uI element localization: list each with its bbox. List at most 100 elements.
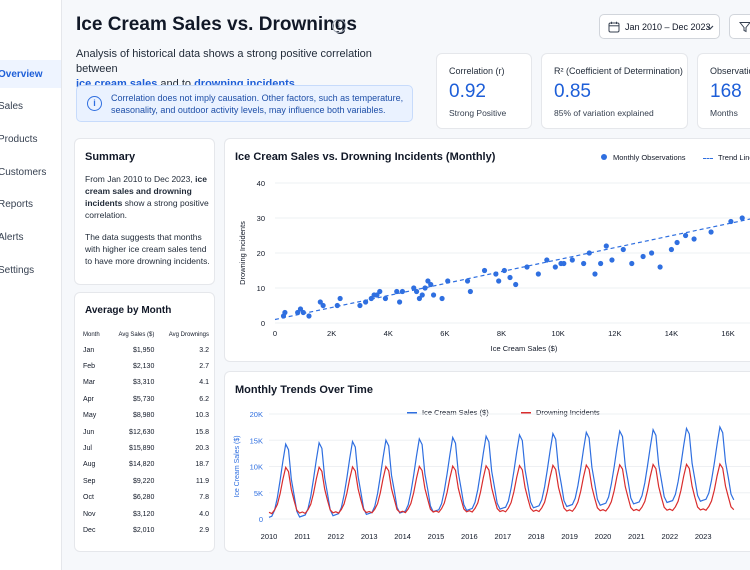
summary-paragraph-2: The data suggests that months with highe…	[85, 232, 210, 266]
scatter-point	[609, 257, 615, 263]
scatter-point	[682, 232, 689, 239]
scatter-point	[569, 257, 575, 263]
month-cell: Jan	[83, 346, 95, 354]
sidebar-item-label: Reports	[0, 198, 34, 210]
stat-label: R² (Coefficient of Determination)	[554, 66, 683, 76]
y-tick-label: 0	[259, 515, 263, 524]
scatter-point	[357, 302, 363, 309]
sidebar-item-reports[interactable]: Reports	[0, 190, 61, 218]
sidebar: Overview Sales Products Customers Report…	[0, 0, 62, 570]
stat-label: Correlation (r)	[449, 66, 505, 76]
sales-series-line	[268, 425, 735, 518]
scatter-chart-card: Ice Cream Sales vs. Drowning Incidents (…	[224, 138, 750, 362]
sidebar-item-label: Products	[0, 133, 38, 145]
x-tick-label: 2021	[628, 532, 645, 541]
scatter-point	[708, 229, 714, 235]
avg-drownings-cell: 2.7	[199, 363, 209, 371]
x-axis-label: Ice Cream Sales ($)	[491, 344, 558, 353]
scatter-point	[439, 295, 445, 302]
scatter-point	[382, 295, 389, 302]
scatter-point	[629, 260, 635, 267]
scatter-point	[467, 288, 473, 295]
avg-drownings-cell: 4.0	[199, 510, 209, 518]
avg-sales-cell: $9,220	[132, 477, 155, 485]
scatter-point	[481, 267, 488, 274]
scatter-point	[399, 288, 406, 295]
scatter-point	[300, 309, 306, 316]
intro-text-before: Analysis of historical data shows a stro…	[76, 48, 372, 75]
avg-sales-cell: $3,120	[132, 510, 155, 518]
x-tick-label: 0	[273, 329, 277, 338]
x-tick-label: 2011	[294, 532, 310, 541]
legend-dot-icon	[601, 154, 607, 160]
sidebar-item-overview[interactable]: Overview	[0, 60, 61, 88]
table-row: Dec $2,010 2.9	[83, 522, 209, 538]
scatter-point	[419, 292, 425, 298]
legend-sales: Ice Cream Sales ($)	[407, 408, 489, 417]
info-icon[interactable]: i	[332, 19, 346, 33]
table-header-row: Month Avg Sales ($) Avg Drownings	[83, 328, 209, 342]
month-cell: Dec	[83, 526, 96, 534]
y-axis-label: Ice Cream Sales ($)	[234, 435, 241, 497]
y-tick-label: 30	[257, 214, 265, 223]
avg-sales-cell: $1,950	[132, 346, 155, 354]
x-tick-label: 16K	[721, 329, 734, 338]
sidebar-item-products[interactable]: Products	[0, 125, 61, 153]
table-row: May $8,980 10.3	[83, 408, 209, 424]
legend-drownings: Drowning Incidents	[521, 408, 600, 417]
scatter-point	[524, 264, 530, 270]
scatter-point	[413, 288, 420, 295]
y-tick-label: 5K	[254, 489, 263, 498]
scatter-point	[581, 260, 587, 267]
scatter-point	[739, 215, 745, 221]
y-tick-label: 20	[257, 249, 265, 258]
sidebar-item-sales[interactable]: Sales	[0, 92, 61, 120]
avg-sales-cell: $12,630	[129, 428, 155, 436]
avg-sales-cell: $5,730	[132, 395, 155, 403]
scatter-point	[501, 267, 507, 274]
y-tick-label: 20K	[250, 410, 263, 419]
stat-value: 0.92	[449, 81, 486, 102]
month-cell: Aug	[83, 461, 96, 469]
stat-card-observations: Observations 168 Months	[697, 53, 750, 129]
filter-button[interactable]	[729, 14, 750, 39]
month-cell: May	[83, 412, 97, 420]
y-tick-label: 40	[257, 179, 265, 188]
sidebar-item-alerts[interactable]: Alerts	[0, 223, 61, 251]
scatter-point	[374, 292, 380, 298]
month-cell: Apr	[83, 395, 94, 403]
chevron-down-icon	[706, 25, 714, 30]
scatter-point	[377, 288, 383, 295]
scatter-point	[668, 246, 675, 253]
trend-chart-card: Monthly Trends Over Time Ice Cream Sales…	[224, 371, 750, 552]
month-cell: Nov	[83, 510, 96, 518]
summary-paragraph-1: From Jan 2010 to Dec 2023, ice cream sal…	[85, 173, 213, 221]
scatter-point	[657, 264, 663, 270]
month-cell: Sep	[83, 477, 96, 485]
date-range-picker[interactable]: Jan 2010 – Dec 2023	[599, 14, 720, 39]
y-axis-label: Drowning Incidents	[238, 221, 247, 285]
scatter-point	[411, 285, 417, 291]
sidebar-item-settings[interactable]: Settings	[0, 256, 61, 284]
scatter-chart: 0 10 20 30 40 0 2K 4K 6K 8K 10K 12K 14K 16K Ice Cream …	[238, 179, 750, 353]
scatter-point	[337, 295, 343, 302]
x-tick-label: 2020	[595, 532, 612, 541]
scatter-point	[396, 299, 403, 305]
stat-card-correlation: Correlation (r) 0.92 Strong Positive	[436, 53, 532, 129]
filter-icon	[739, 22, 750, 33]
x-tick-label: 2019	[561, 532, 578, 541]
legend-label: Ice Cream Sales ($)	[422, 408, 489, 417]
avg-sales-cell: $2,010	[132, 526, 155, 534]
trend-chart-title: Monthly Trends Over Time	[235, 384, 373, 396]
legend-line-icon	[407, 412, 417, 415]
sidebar-item-customers[interactable]: Customers	[0, 158, 61, 186]
stat-value: 168	[710, 81, 742, 102]
trend-line	[274, 218, 750, 321]
column-header: Month	[83, 332, 100, 338]
legend-label: Trend Line	[718, 153, 750, 162]
scatter-point	[493, 271, 499, 277]
average-table: Month Avg Sales ($) Avg Drownings Jan $1,…	[83, 328, 209, 539]
summary-card: Summary From Jan 2010 to Dec 2023, ice c…	[74, 138, 215, 285]
y-tick-label: 15K	[250, 436, 263, 445]
y-tick-label: 0	[261, 319, 265, 328]
